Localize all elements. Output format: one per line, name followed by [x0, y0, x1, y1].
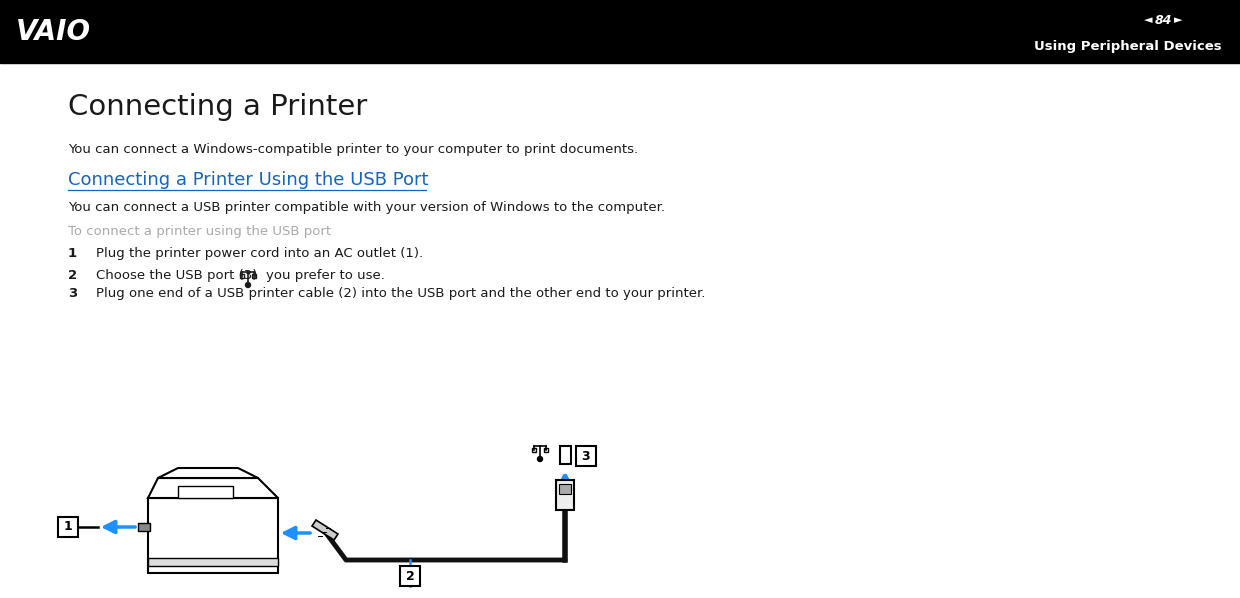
Text: You can connect a USB printer compatible with your version of Windows to the com: You can connect a USB printer compatible… — [68, 201, 665, 214]
Bar — [401, 566, 420, 586]
Text: 3: 3 — [582, 450, 590, 462]
Bar — [532, 448, 536, 452]
Bar — [0, 0, 1240, 63]
Bar — [252, 274, 255, 278]
Text: ◄: ◄ — [1143, 15, 1152, 25]
Bar — [58, 517, 78, 537]
Text: Choose the USB port (3): Choose the USB port (3) — [95, 269, 258, 282]
Text: Connecting a Printer Using the USB Port: Connecting a Printer Using the USB Port — [68, 171, 429, 189]
Text: 1: 1 — [63, 520, 72, 533]
Bar — [559, 484, 570, 494]
Text: Plug the printer power cord into an AC outlet (1).: Plug the printer power cord into an AC o… — [95, 247, 423, 260]
Bar — [179, 486, 233, 498]
Text: 84: 84 — [1154, 14, 1172, 27]
Text: Plug one end of a USB printer cable (2) into the USB port and the other end to y: Plug one end of a USB printer cable (2) … — [95, 287, 706, 300]
Bar — [148, 498, 278, 573]
Bar — [148, 558, 278, 566]
Text: Connecting a Printer: Connecting a Printer — [68, 93, 367, 121]
Bar — [138, 523, 150, 531]
Polygon shape — [148, 478, 278, 498]
Polygon shape — [157, 468, 258, 478]
Text: 2: 2 — [68, 269, 77, 282]
Bar — [556, 480, 574, 510]
Text: 1: 1 — [68, 247, 77, 260]
Text: 2: 2 — [405, 569, 414, 582]
Text: You can connect a Windows-compatible printer to your computer to print documents: You can connect a Windows-compatible pri… — [68, 143, 639, 156]
Text: ►: ► — [1174, 15, 1182, 25]
Text: you prefer to use.: you prefer to use. — [267, 269, 384, 282]
Text: VAIO: VAIO — [16, 17, 91, 45]
Circle shape — [537, 456, 543, 462]
Polygon shape — [312, 520, 339, 540]
Text: To connect a printer using the USB port: To connect a printer using the USB port — [68, 225, 331, 238]
Bar — [241, 274, 244, 278]
Bar — [560, 446, 570, 464]
Bar — [577, 446, 596, 466]
Text: 3: 3 — [68, 287, 77, 300]
Bar — [544, 448, 548, 452]
Circle shape — [246, 282, 250, 288]
Text: Using Peripheral Devices: Using Peripheral Devices — [1034, 40, 1221, 53]
